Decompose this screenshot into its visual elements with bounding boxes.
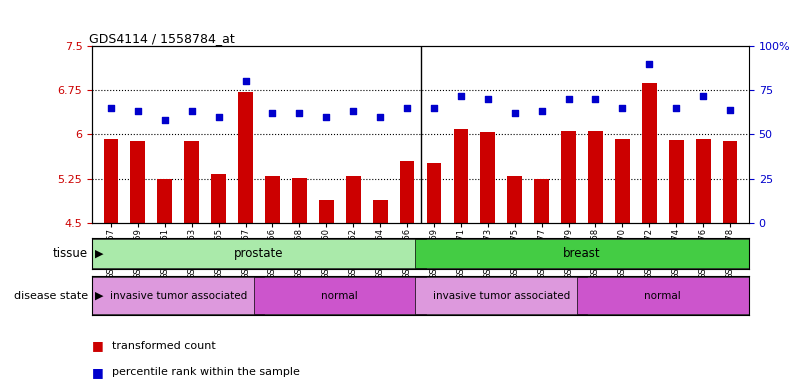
Point <box>266 110 279 116</box>
Point <box>400 105 413 111</box>
Bar <box>319 200 334 223</box>
Point <box>347 108 360 114</box>
Point <box>428 105 441 111</box>
Bar <box>265 176 280 223</box>
Text: invasive tumor associated: invasive tumor associated <box>110 291 247 301</box>
Bar <box>534 179 549 223</box>
Bar <box>588 131 603 223</box>
Text: transformed count: transformed count <box>112 341 216 351</box>
Point <box>293 110 306 116</box>
Point <box>159 117 171 123</box>
Point <box>670 105 682 111</box>
Bar <box>723 141 738 223</box>
Text: breast: breast <box>563 247 601 260</box>
Text: ▶: ▶ <box>88 248 103 258</box>
Bar <box>238 92 253 223</box>
Text: ▶: ▶ <box>88 291 103 301</box>
Bar <box>577 277 749 314</box>
Point <box>185 108 198 114</box>
Text: ■: ■ <box>92 339 104 352</box>
Text: normal: normal <box>645 291 681 301</box>
Point <box>131 108 144 114</box>
Point <box>454 93 467 99</box>
Bar <box>292 178 307 223</box>
Point <box>374 114 387 120</box>
Bar <box>669 140 684 223</box>
Bar <box>103 139 119 223</box>
Bar <box>131 141 145 223</box>
Point <box>239 78 252 84</box>
Bar <box>481 132 495 223</box>
Text: disease state: disease state <box>14 291 88 301</box>
Point <box>535 108 548 114</box>
Bar <box>615 139 630 223</box>
Bar <box>562 131 576 223</box>
Bar <box>372 200 388 223</box>
Bar <box>92 277 264 314</box>
Point <box>320 114 332 120</box>
Bar <box>400 161 414 223</box>
Bar <box>184 141 199 223</box>
Text: invasive tumor associated: invasive tumor associated <box>433 291 570 301</box>
Point <box>723 107 736 113</box>
Point <box>697 93 710 99</box>
Point <box>212 114 225 120</box>
Bar <box>211 174 226 223</box>
Point <box>643 61 656 67</box>
Bar <box>427 163 441 223</box>
Text: ■: ■ <box>92 366 104 379</box>
Text: percentile rank within the sample: percentile rank within the sample <box>112 367 300 377</box>
Text: normal: normal <box>321 291 358 301</box>
Point <box>481 96 494 102</box>
Bar <box>696 139 710 223</box>
Bar <box>346 175 360 223</box>
Point <box>589 96 602 102</box>
Bar <box>157 179 172 223</box>
Bar <box>453 129 469 223</box>
Bar <box>254 277 426 314</box>
Point <box>562 96 575 102</box>
Text: prostate: prostate <box>234 247 284 260</box>
Point <box>105 105 118 111</box>
Point <box>616 105 629 111</box>
Bar <box>507 175 522 223</box>
Point <box>509 110 521 116</box>
Bar <box>415 239 749 268</box>
Bar <box>92 239 426 268</box>
Text: tissue: tissue <box>53 247 88 260</box>
Bar <box>415 277 587 314</box>
Bar <box>642 83 657 223</box>
Text: GDS4114 / 1558784_at: GDS4114 / 1558784_at <box>89 32 235 45</box>
